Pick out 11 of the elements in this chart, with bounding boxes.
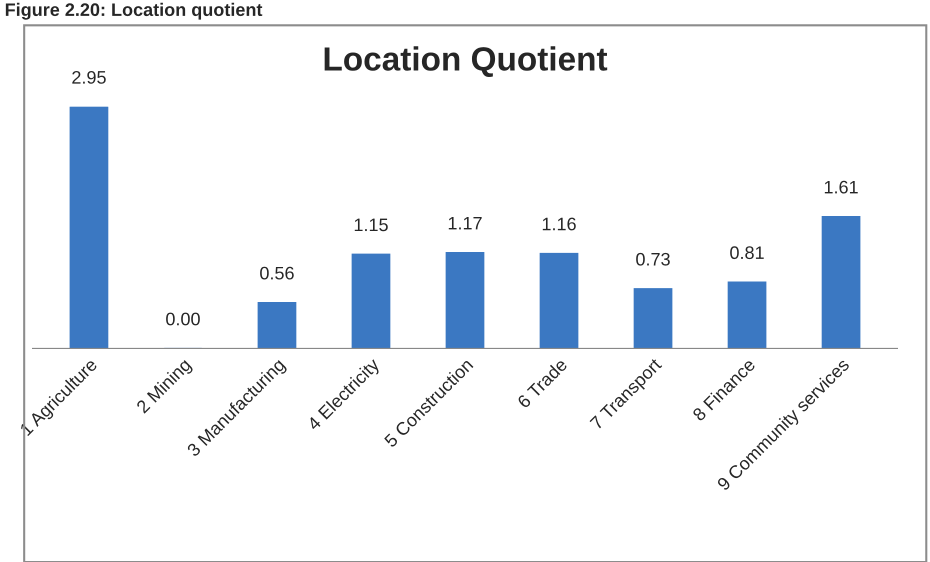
data-label: 1.15 xyxy=(354,218,388,232)
data-label: 2.95 xyxy=(72,70,106,84)
data-label: 0.81 xyxy=(730,246,764,260)
data-label: 1.16 xyxy=(542,218,576,230)
caption: Figure 2.20: Location quotient xyxy=(6,2,262,20)
data-label: 0.56 xyxy=(260,266,294,280)
data-label: 1.17 xyxy=(448,216,482,230)
data-label: 1.61 xyxy=(824,180,858,194)
data-label: 0.00 xyxy=(166,312,200,326)
data-label: 0.73 xyxy=(636,252,670,266)
chart-title: Location Quotient xyxy=(324,46,608,77)
